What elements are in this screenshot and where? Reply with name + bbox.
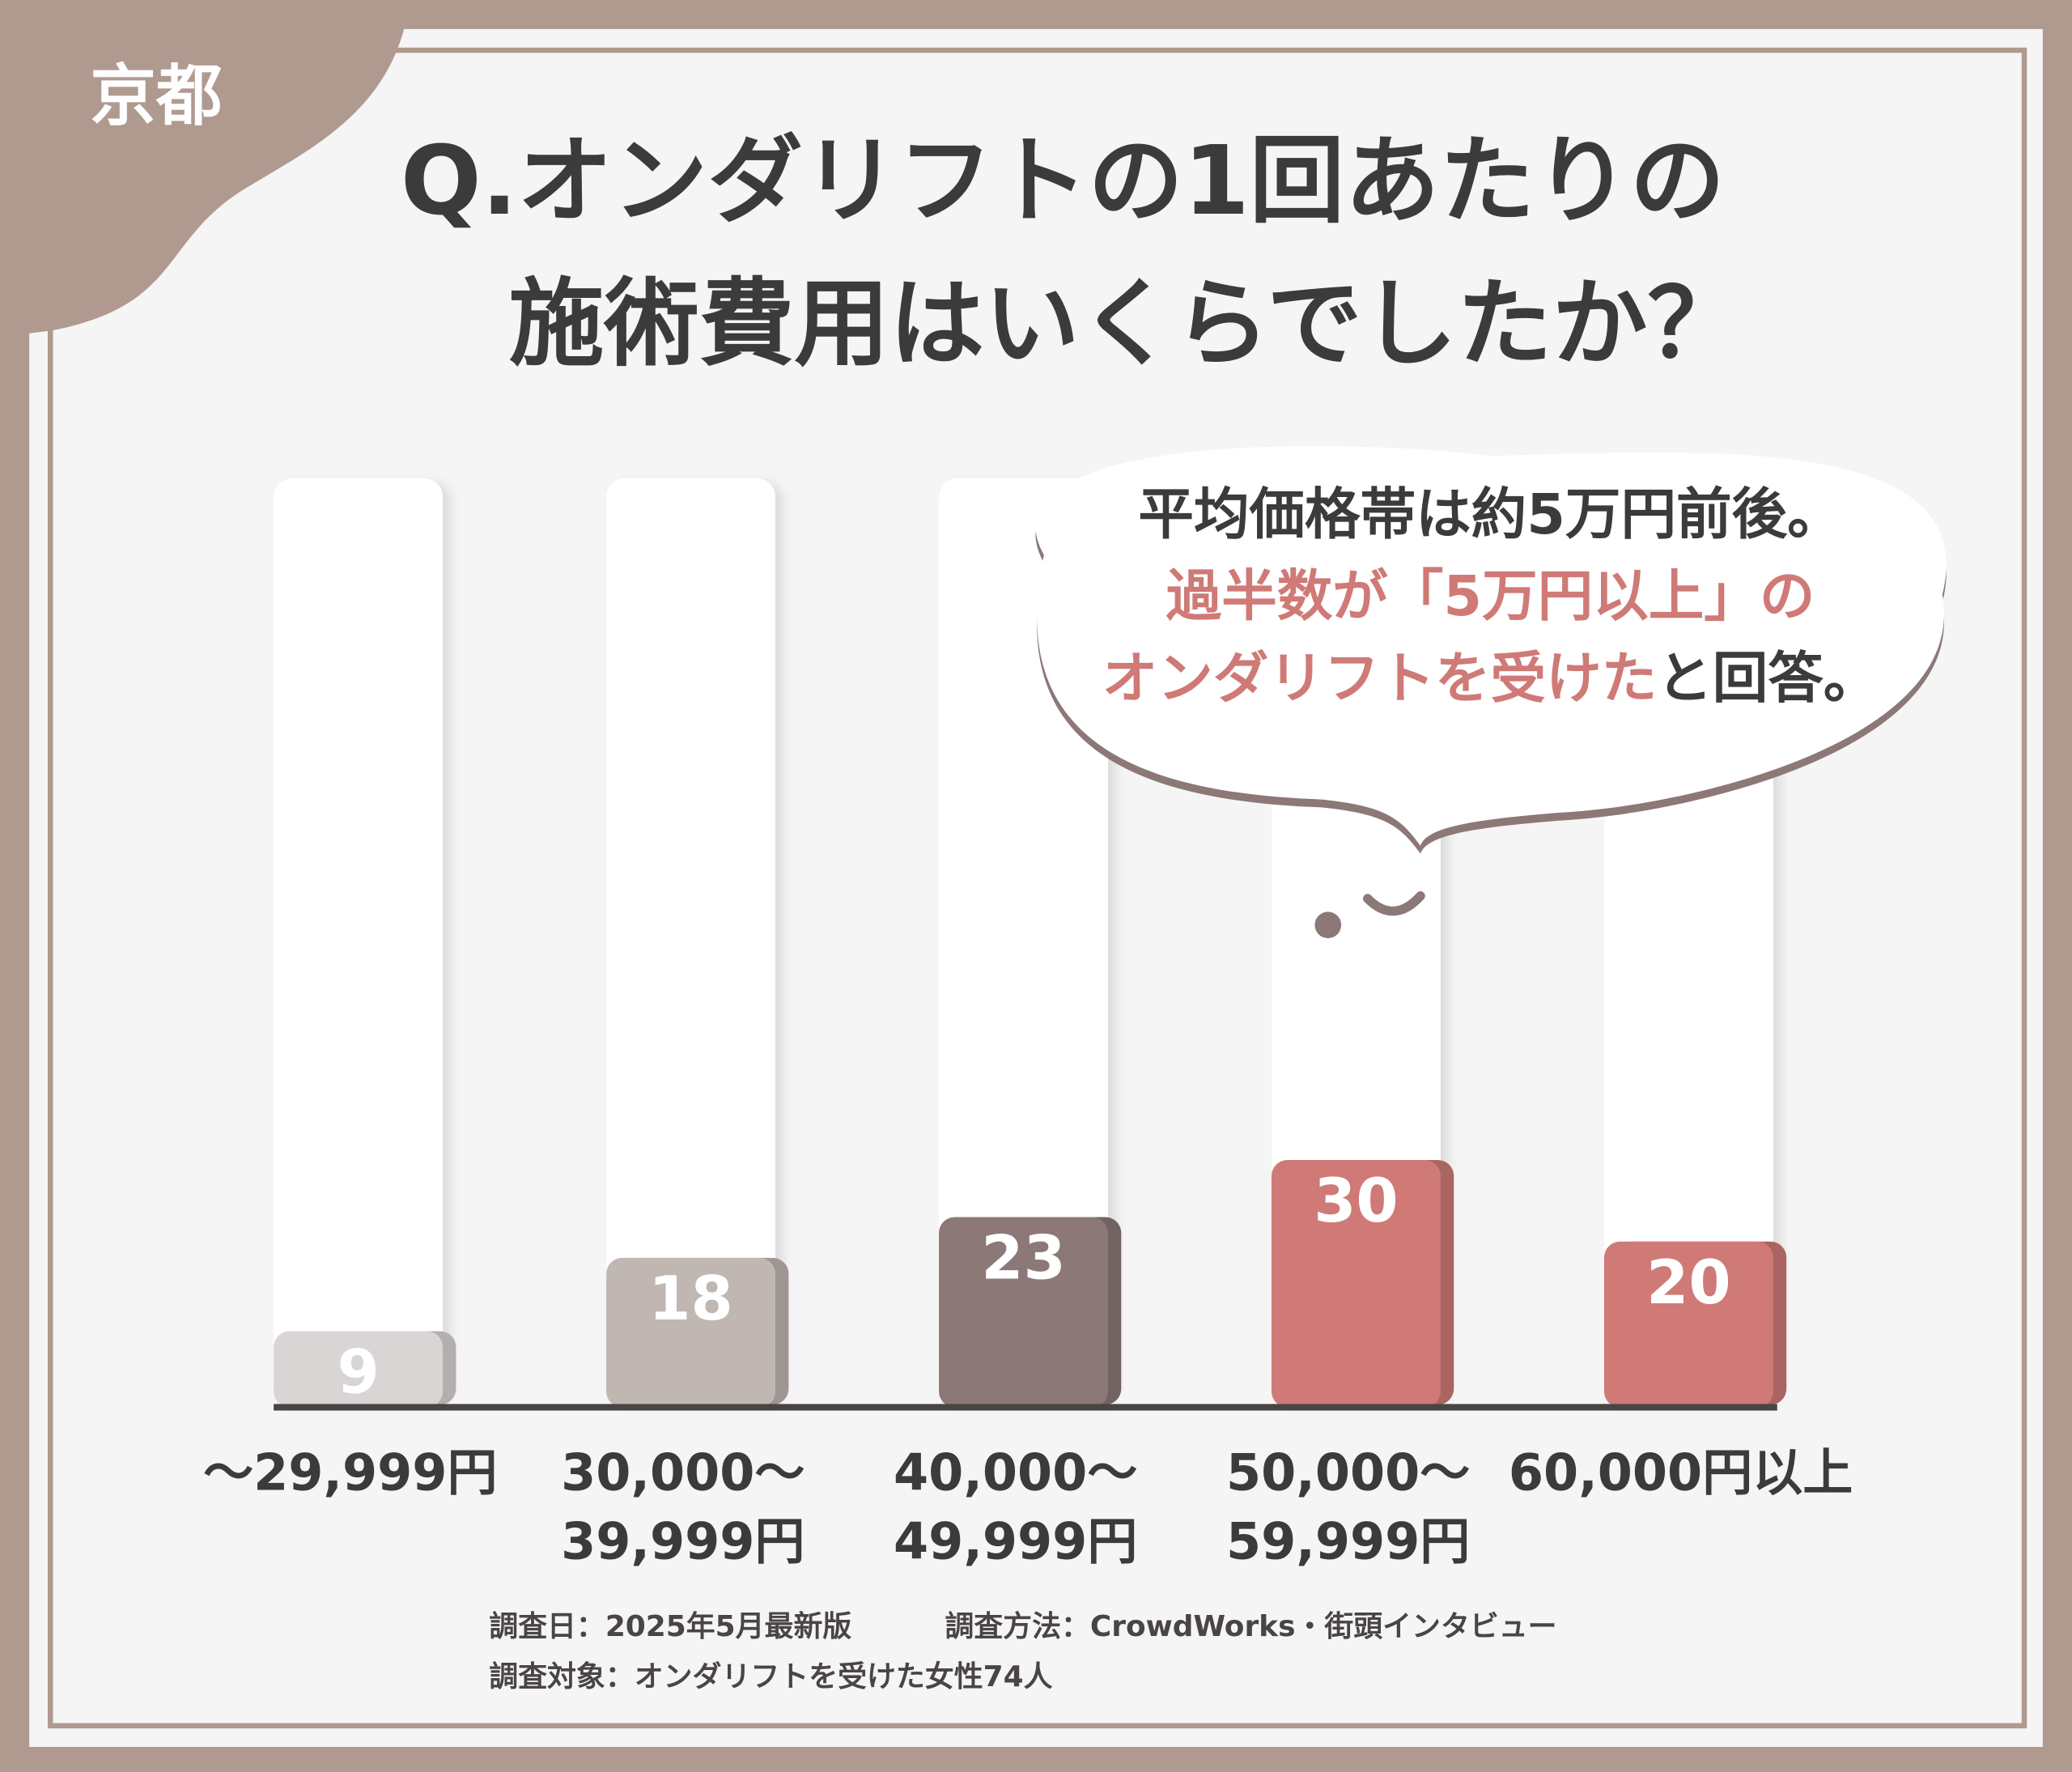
x-tick-label: 60,000円以上 <box>1509 1443 1853 1502</box>
x-tick-label: 40,000～ <box>894 1443 1137 1502</box>
column-track <box>274 478 444 1405</box>
tag-shape <box>0 0 410 338</box>
annotation-text: と回答。 <box>1657 646 1879 711</box>
x-tick-label: 59,999円 <box>1226 1511 1470 1570</box>
note: 調査日：2025年5月最新版 <box>489 1610 851 1643</box>
value-label: 9 <box>337 1336 379 1408</box>
x-tick-label: 49,999円 <box>894 1511 1137 1570</box>
x-tick-label: ～29,999円 <box>203 1443 497 1502</box>
value-label: 30 <box>1314 1165 1398 1236</box>
bar <box>1603 1241 1773 1408</box>
note: 調査対象：オンダリフトを受けた女性74人 <box>489 1660 1052 1693</box>
annotation-line: 平均価格帯は約5万円前後。 <box>1138 482 1842 547</box>
annotation-text: 過半数が「5万円以上」の <box>1166 564 1815 629</box>
bar <box>939 1217 1108 1408</box>
annotation-text: 平均価格帯は約5万円前後。 <box>1138 482 1842 547</box>
note: 調査方法：CrowdWorks・街頭インタビュー <box>945 1610 1556 1643</box>
annotation-line: オンダリフトを受けたと回答。 <box>1102 646 1879 711</box>
plot: 9 ～29,999円 18 30,000～ 39,999円 23 40,000～ 49,999… <box>203 1160 1853 1570</box>
x-tick-label: 50,000～ <box>1226 1443 1470 1502</box>
x-tick-label: 39,999円 <box>561 1511 805 1570</box>
chart-title: 施術費用はいくらでしたか？ <box>509 268 1743 379</box>
value-label: 18 <box>648 1263 732 1334</box>
annotation-line: 過半数が「5万円以上」の <box>1166 564 1815 629</box>
chart-title: Q.オンダリフトの1回あたりの <box>401 125 1726 236</box>
value-label: 20 <box>1646 1247 1730 1318</box>
annotation-text: オンダリフトを受けた <box>1102 646 1657 711</box>
bar <box>274 1331 444 1408</box>
tag-label: 京都 <box>90 58 222 135</box>
callout-tail <box>1363 891 1425 916</box>
x-tick-label: 30,000～ <box>561 1443 805 1502</box>
bar <box>606 1257 776 1408</box>
bar <box>1271 1160 1441 1408</box>
inner-border <box>47 47 2027 1729</box>
column-track <box>606 478 776 1405</box>
callout-bubble <box>1035 446 1947 846</box>
value-label: 23 <box>981 1222 1065 1294</box>
callout-tail <box>1314 911 1342 938</box>
